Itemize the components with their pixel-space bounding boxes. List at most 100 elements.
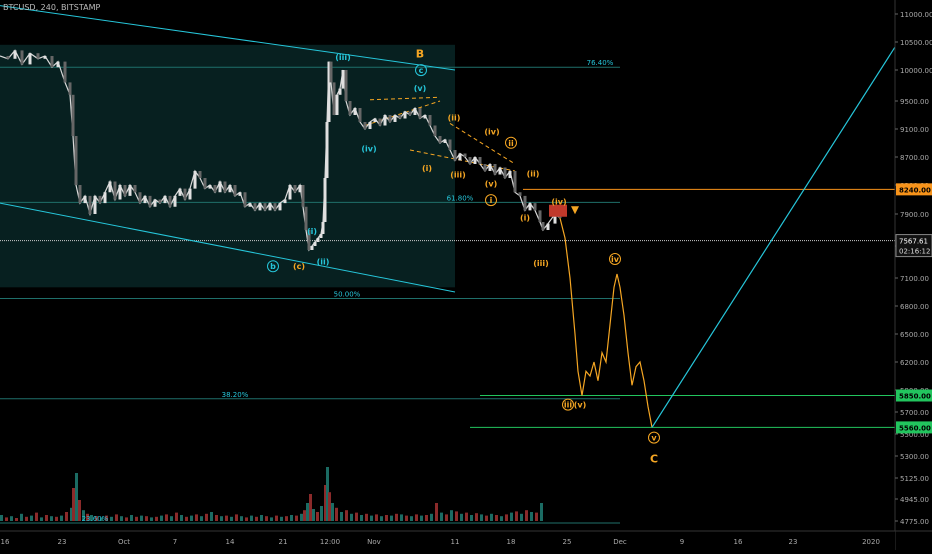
wave-labels: Bc (v) (iii) (iv) (ii) (iv) ii (i) (iii) (v) i (ii)… — [267, 48, 660, 465]
price-level-box — [896, 389, 932, 402]
candle — [233, 185, 237, 196]
volume-bar — [145, 516, 148, 521]
volume-bar — [470, 515, 473, 521]
candle — [348, 101, 352, 115]
volume-bar — [100, 517, 103, 521]
candle — [208, 185, 212, 189]
volume-bar — [395, 513, 398, 521]
volume-bar — [520, 513, 523, 521]
candle — [393, 115, 397, 122]
price-tick-label: 4945.00 — [900, 496, 929, 504]
volume-bar — [335, 507, 338, 521]
candle — [313, 242, 317, 246]
candle — [153, 199, 157, 207]
volume-bar — [312, 509, 315, 521]
candle — [213, 185, 217, 193]
price-tick-label: 11000.00 — [900, 11, 932, 19]
volume-bar — [530, 512, 533, 521]
time-tick-label: 25 — [563, 538, 572, 546]
time-tick-label: 2020 — [862, 538, 880, 546]
volume-bar — [285, 516, 288, 521]
volume-bar — [410, 516, 413, 521]
wave-label: (iv) — [361, 144, 376, 153]
candle — [93, 195, 97, 214]
volume-bar — [65, 512, 68, 521]
volume-bar — [95, 516, 98, 521]
fib-label: 38.20% — [222, 391, 249, 399]
volume-bar — [205, 513, 208, 521]
time-tick-label: Dec — [613, 538, 627, 546]
price-tick-label: 7100.00 — [900, 275, 929, 283]
target-line — [651, 0, 926, 428]
candle — [63, 61, 67, 83]
symbol-label: BTCUSD, 240, BITSTAMP — [3, 3, 101, 12]
volume-bar — [475, 513, 478, 521]
wave-label: iii — [564, 401, 572, 410]
triangle-line — [369, 96, 441, 101]
candle — [128, 185, 132, 196]
volume-bar — [370, 515, 373, 521]
volume-bar — [250, 515, 253, 521]
wave-label-circle — [609, 253, 621, 265]
candle — [528, 203, 532, 211]
volume-bar — [130, 515, 133, 521]
wave-label: i — [490, 196, 493, 205]
channel-line — [0, 5, 456, 71]
candle — [36, 53, 40, 59]
candle — [388, 115, 392, 122]
candle — [108, 181, 112, 193]
candle — [293, 185, 297, 193]
time-tick-label: 16 — [1, 538, 10, 546]
candle — [325, 122, 329, 178]
volume-bar — [105, 515, 108, 521]
wave-label: c — [419, 66, 424, 75]
candle — [263, 203, 267, 211]
volume-bar — [165, 514, 168, 521]
wave-label-circle — [485, 194, 497, 207]
volume-bar — [225, 515, 228, 521]
candle — [143, 195, 147, 204]
candle — [513, 171, 517, 193]
wave-label: (i) — [422, 164, 432, 173]
candle — [503, 167, 507, 178]
time-tick-label: 23 — [789, 538, 798, 546]
price-level-label: 5850.00 — [899, 393, 931, 401]
price-tick-label: 5500.00 — [900, 431, 929, 439]
candle — [68, 82, 72, 95]
current-price-countdown: 02:16:12 — [899, 248, 930, 256]
time-tick-label: 14 — [226, 538, 235, 546]
fib-levels: 76.40% 61.80% 50.00% 38.20% 23.60% — [0, 59, 895, 524]
volume-bar — [495, 515, 498, 521]
volume-bar — [20, 513, 23, 521]
candle — [508, 171, 512, 178]
volume-bar — [260, 515, 263, 521]
price-tick-label: 9500.00 — [900, 98, 929, 106]
candle — [278, 203, 282, 211]
wave-label-circle — [267, 260, 279, 273]
current-price-value: 7567.61 — [899, 238, 928, 246]
volume-bar — [255, 516, 258, 521]
volume-bar — [306, 503, 309, 521]
price-level-label: 5560.00 — [899, 424, 931, 432]
wave-label: (i) — [307, 227, 317, 236]
candle — [118, 185, 122, 200]
volume-bar — [420, 515, 423, 521]
volume-bar — [40, 517, 43, 521]
candle — [433, 125, 437, 136]
volume-bar — [331, 503, 334, 521]
candle — [98, 195, 102, 204]
wave-label: (v) — [485, 179, 498, 188]
projection-path — [549, 0, 926, 428]
fib-label: 61.80% — [447, 194, 474, 202]
triangle-line — [449, 122, 516, 165]
candle — [103, 192, 107, 204]
volume-bar — [60, 515, 63, 521]
fib-label: 50.00% — [334, 291, 361, 299]
candle — [163, 195, 167, 204]
volume-bar — [240, 516, 243, 521]
fib-label: 76.40% — [587, 59, 614, 67]
candle — [13, 50, 17, 59]
candle — [148, 195, 152, 207]
